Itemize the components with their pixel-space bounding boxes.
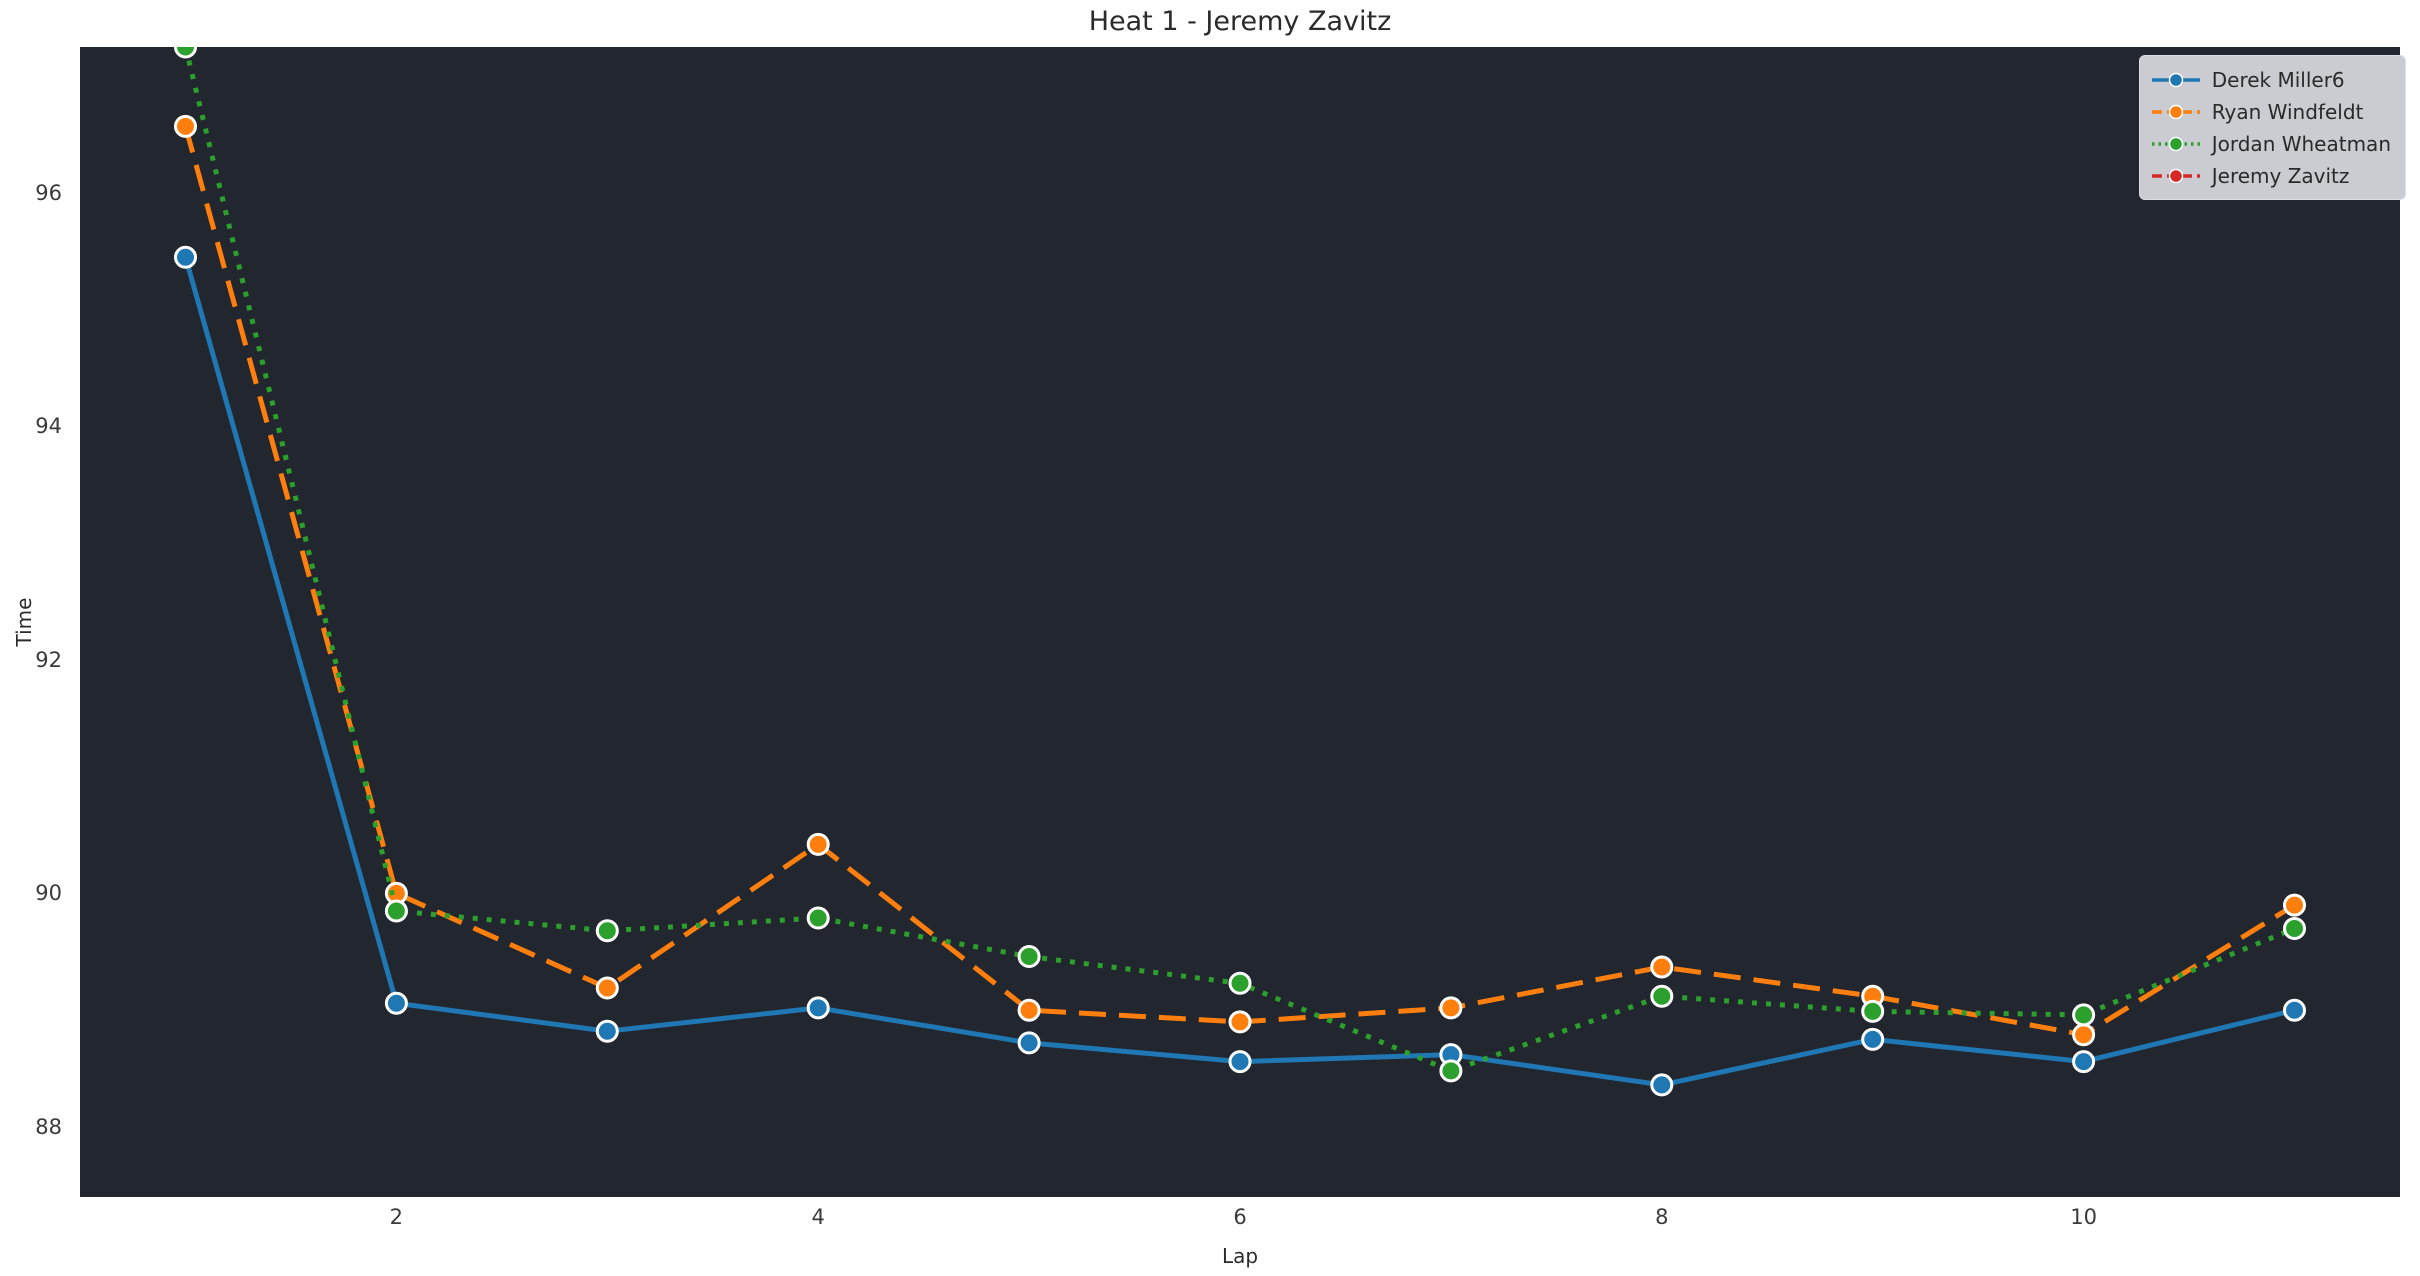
data-point-marker: [1861, 1027, 1885, 1051]
y-tick-label: 96: [35, 180, 62, 205]
data-point-marker: [174, 245, 197, 269]
y-tick-label: 92: [35, 647, 62, 672]
legend-label: Jordan Wheatman: [2211, 131, 2391, 156]
x-tick-label: 4: [811, 1205, 825, 1229]
data-point-marker: [1228, 1010, 1252, 1034]
data-point-marker: [1017, 1031, 1041, 1055]
x-axis-label: Lap: [1221, 1244, 1259, 1268]
data-point-marker: [174, 47, 197, 59]
legend: Derek Miller6 Ryan Windfeldt Jordan Wheatm…: [2138, 55, 2406, 200]
data-point-marker: [1861, 999, 1885, 1023]
legend-swatch-icon: [2151, 104, 2200, 119]
legend-label: Derek Miller6: [2211, 67, 2345, 92]
data-point-marker: [384, 899, 408, 923]
y-tick-label: 88: [35, 1114, 62, 1139]
legend-label: Jeremy Zavitz: [2211, 163, 2350, 188]
data-point-marker: [1650, 955, 1674, 979]
data-point-marker: [1228, 1050, 1252, 1074]
data-point-marker: [1439, 996, 1463, 1020]
data-point-marker: [1017, 945, 1041, 968]
legend-label: Ryan Windfeldt: [2211, 99, 2364, 124]
data-point-marker: [1439, 1059, 1463, 1083]
plot-area: [80, 47, 2400, 1197]
data-point-marker: [806, 906, 830, 930]
data-point-marker: [806, 996, 830, 1020]
data-point-marker: [1650, 1073, 1674, 1097]
x-tick-label: 2: [389, 1205, 404, 1229]
x-tick-label: 8: [1655, 1205, 1669, 1229]
data-point-marker: [174, 114, 197, 138]
data-point-marker: [384, 991, 408, 1015]
legend-item: Jordan Wheatman: [2150, 129, 2391, 158]
data-point-marker: [1650, 984, 1674, 1008]
legend-swatch-icon: [2151, 72, 2200, 87]
data-point-marker: [806, 832, 830, 856]
y-tick-label: 94: [35, 414, 62, 439]
data-point-marker: [1228, 971, 1252, 995]
legend-item: Jeremy Zavitz: [2150, 161, 2391, 190]
legend-swatch-icon: [2151, 136, 2200, 151]
x-tick-label: 10: [2070, 1205, 2097, 1229]
legend-item: Derek Miller6: [2150, 65, 2391, 94]
chart-title: Heat 1 - Jeremy Zavitz: [1088, 6, 1392, 37]
y-axis-label: Time: [12, 597, 36, 647]
y-tick-label: 90: [35, 881, 62, 906]
data-point-marker: [2283, 917, 2306, 940]
x-tick-label: 6: [1233, 1205, 1247, 1229]
data-point-marker: [2283, 893, 2306, 917]
data-point-marker: [1017, 998, 1041, 1022]
data-point-marker: [2072, 1023, 2096, 1047]
data-point-marker: [595, 976, 619, 1000]
data-point-marker: [595, 1019, 619, 1043]
data-point-marker: [595, 919, 619, 943]
legend-swatch-icon: [2151, 168, 2200, 183]
data-point-marker: [2072, 1050, 2096, 1074]
data-point-marker: [2072, 1003, 2096, 1027]
data-point-marker: [2283, 998, 2306, 1022]
legend-item: Ryan Windfeldt: [2150, 97, 2391, 126]
